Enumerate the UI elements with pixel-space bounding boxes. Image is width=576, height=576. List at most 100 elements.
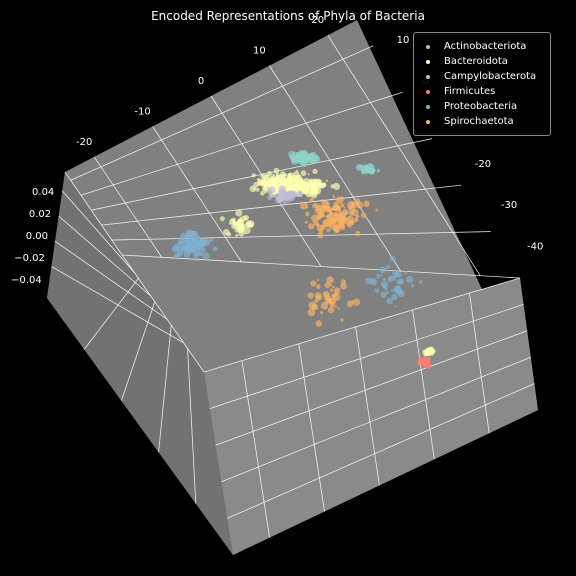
data-point <box>315 203 318 207</box>
data-point <box>177 249 184 257</box>
data-point <box>333 214 340 220</box>
data-point <box>308 223 315 230</box>
data-point <box>184 232 191 239</box>
data-point <box>352 298 361 306</box>
legend-label: Bacteroidota <box>444 56 508 67</box>
data-point <box>286 183 292 188</box>
grid-line <box>121 254 521 279</box>
data-point <box>337 307 340 310</box>
legend-item: Bacteroidota <box>426 54 544 69</box>
data-point <box>427 348 434 354</box>
data-point <box>238 230 245 237</box>
data-point <box>330 184 335 189</box>
grid-line <box>227 383 535 519</box>
data-point <box>312 306 315 310</box>
data-point <box>237 222 241 227</box>
data-point <box>312 168 318 175</box>
data-point <box>340 279 347 285</box>
grid-line <box>93 156 163 258</box>
data-point <box>247 223 252 227</box>
data-point <box>304 220 308 224</box>
z-tick-label: −0.02 <box>14 253 45 264</box>
data-point <box>391 293 398 300</box>
data-point <box>295 179 300 184</box>
grid-line <box>111 231 491 241</box>
data-point <box>194 257 199 262</box>
grid-line <box>121 301 156 401</box>
data-point <box>209 238 214 242</box>
data-point <box>320 311 324 315</box>
data-point <box>375 208 378 212</box>
data-point <box>386 297 393 305</box>
data-point <box>410 284 415 288</box>
data-point <box>198 240 206 248</box>
grid-line <box>70 45 374 181</box>
data-point <box>372 279 375 283</box>
data-point <box>343 206 346 209</box>
data-point <box>340 196 345 200</box>
grid-line <box>215 330 528 446</box>
data-point <box>273 167 280 174</box>
data-point <box>264 191 267 194</box>
data-point <box>243 215 249 221</box>
data-point <box>332 182 341 190</box>
data-point <box>268 190 273 195</box>
data-point <box>264 174 270 180</box>
data-point <box>329 301 336 308</box>
data-point <box>322 225 325 228</box>
data-point <box>319 182 326 189</box>
data-point <box>315 223 320 227</box>
data-point <box>255 187 260 192</box>
data-point <box>296 190 303 197</box>
grid-line <box>355 326 380 486</box>
data-point <box>288 190 296 198</box>
data-point <box>406 276 414 284</box>
data-point <box>380 273 383 277</box>
data-point <box>389 275 393 279</box>
data-point <box>259 179 267 187</box>
data-point <box>185 242 192 249</box>
data-point <box>274 196 283 204</box>
data-point <box>390 289 394 292</box>
data-point <box>418 280 423 284</box>
data-point <box>271 194 276 198</box>
legend-item: Campylobacterota <box>426 69 544 84</box>
data-point <box>389 255 396 262</box>
x-tick-label: 20 <box>311 15 324 26</box>
data-point <box>317 232 324 239</box>
data-point <box>272 173 276 177</box>
grid-line <box>80 91 403 196</box>
legend: Actinobacteriota Bacteroidota Campylobacte… <box>413 32 551 136</box>
data-point <box>234 226 241 233</box>
data-point <box>185 237 192 243</box>
data-point <box>324 282 331 289</box>
data-point <box>239 216 242 219</box>
data-point <box>229 222 232 225</box>
grid-line <box>327 34 481 276</box>
data-point <box>329 288 334 292</box>
data-point <box>340 282 347 290</box>
data-point <box>374 287 380 293</box>
data-point <box>382 283 387 289</box>
data-point <box>295 157 301 162</box>
data-point <box>417 358 424 365</box>
data-point <box>380 291 387 298</box>
data-point <box>327 307 335 314</box>
data-point <box>293 171 300 178</box>
scatter-points <box>171 149 436 369</box>
data-point <box>360 212 367 219</box>
grid-line <box>221 356 531 483</box>
data-point <box>325 179 328 182</box>
data-point <box>286 179 291 183</box>
grid-line <box>101 184 462 226</box>
grid-line <box>83 278 139 350</box>
data-point <box>294 186 300 192</box>
data-point <box>280 193 286 200</box>
data-point <box>267 195 272 201</box>
data-point <box>355 218 359 222</box>
data-point <box>196 239 200 243</box>
data-point <box>340 318 344 322</box>
data-point <box>289 154 295 161</box>
data-point <box>312 179 318 185</box>
x-tick-label: -10 <box>134 106 150 117</box>
